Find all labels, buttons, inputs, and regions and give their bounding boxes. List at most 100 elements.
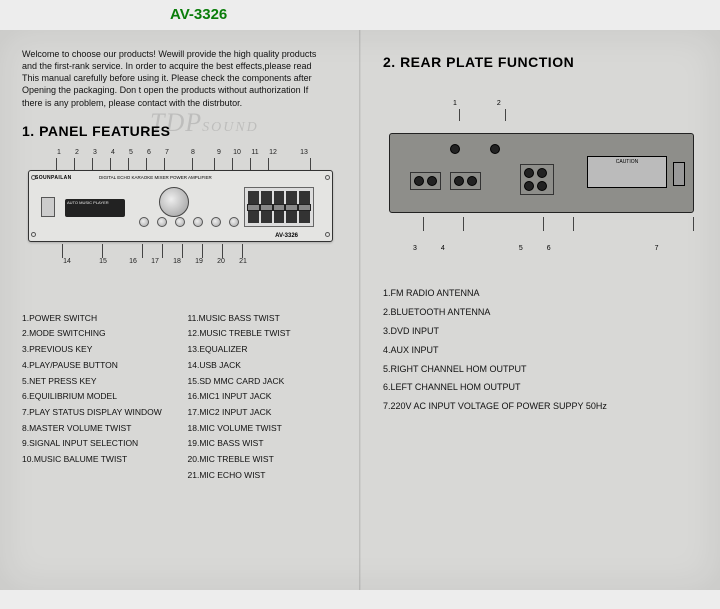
rear-feature-list: 1.FM RADIO ANTENNA 2.BLUETOOTH ANTENNA 3…: [383, 284, 700, 416]
feature-item: 10.MUSIC BALUME TWIST: [22, 452, 174, 468]
feature-item: 7.PLAY STATUS DISPLAY WINDOW: [22, 405, 174, 421]
feature-item: 8.MASTER VOLUME TWIST: [22, 421, 174, 437]
rear-top-numbers: 1 2: [383, 100, 700, 107]
num: 10: [230, 149, 244, 156]
num: 1: [453, 100, 457, 107]
caution-label: CAUTION: [587, 156, 667, 188]
feature-item: 15.SD MMC CARD JACK: [188, 374, 340, 390]
feature-item: 7.220V AC INPUT VOLTAGE OF POWER SUPPY 5…: [383, 397, 700, 416]
power-switch-icon: [41, 197, 55, 217]
feature-item: 18.MIC VOLUME TWIST: [188, 421, 340, 437]
feature-item: 6.EQUILIBRIUM MODEL: [22, 389, 174, 405]
num: 5: [519, 245, 523, 252]
master-volume-knob-icon: [159, 187, 189, 217]
feature-item: 5.NET PRESS KEY: [22, 374, 174, 390]
feature-item: 19.MIC BASS WIST: [188, 436, 340, 452]
model-header: AV-3326: [170, 6, 227, 23]
num: 11: [248, 149, 262, 156]
screw-icon: [325, 232, 330, 237]
rear-leaders-top: [413, 109, 700, 121]
feature-item: 12.MUSIC TREBLE TWIST: [188, 326, 340, 342]
num: 3: [88, 149, 102, 156]
knob-icon: [175, 217, 185, 227]
section1-title: 1. PANEL FEATURES: [22, 123, 339, 139]
screw-icon: [325, 175, 330, 180]
knob-icon: [211, 217, 221, 227]
knob-icon: [229, 217, 239, 227]
num: 18: [168, 258, 186, 265]
ac-input-icon: [673, 162, 685, 186]
display-window-icon: AUTO MUSIC PLAYER: [65, 199, 125, 217]
section2-title: 2. REAR PLATE FUNCTION: [383, 54, 700, 70]
front-top-numbers: 1 2 3 4 5 6 7 8 9 10 11 12 13: [22, 149, 339, 156]
device-subtitle: DIGITAL ECHO KARAOKE MIXER POWER AMPLIFI…: [99, 175, 212, 180]
feature-item: 20.MIC TREBLE WIST: [188, 452, 340, 468]
front-panel-illustration: SOUNPAILAN DIGITAL ECHO KARAOKE MIXER PO…: [28, 170, 333, 242]
num: 14: [52, 258, 82, 265]
num: 1: [52, 149, 66, 156]
knob-icon: [193, 217, 203, 227]
brand-label: SOUNPAILAN: [35, 175, 72, 181]
rca-group-icon: [450, 172, 481, 190]
num: 12: [266, 149, 280, 156]
screw-icon: [31, 232, 36, 237]
num: 19: [190, 258, 208, 265]
front-leaders-bottom: [52, 244, 339, 258]
feature-item: 3.DVD INPUT: [383, 322, 700, 341]
rca-group-icon: [410, 172, 441, 190]
num: 4: [441, 245, 445, 252]
antenna-jack-icon: [490, 144, 500, 154]
num: 6: [547, 245, 551, 252]
num: 2: [70, 149, 84, 156]
feature-list: 1.POWER SWITCH 2.MODE SWITCHING 3.PREVIO…: [22, 311, 339, 484]
front-leaders-top: [52, 158, 339, 170]
rear-leaders-bottom: [413, 217, 700, 231]
feature-item: 4.PLAY/PAUSE BUTTON: [22, 358, 174, 374]
num: 6: [142, 149, 156, 156]
num: 7: [160, 149, 174, 156]
feature-item: 9.SIGNAL INPUT SELECTION: [22, 436, 174, 452]
feature-item: 1.FM RADIO ANTENNA: [383, 284, 700, 303]
speaker-terminal-icon: [520, 164, 554, 195]
num: 5: [124, 149, 138, 156]
num: 2: [497, 100, 501, 107]
num: 9: [212, 149, 226, 156]
num: 13: [284, 149, 324, 156]
front-diagram: 1 2 3 4 5 6 7 8 9 10 11 12 13: [22, 149, 339, 299]
intro-text: Welcome to choose our products! Wewill p…: [22, 48, 322, 109]
feature-item: 3.PREVIOUS KEY: [22, 342, 174, 358]
num: 3: [413, 245, 417, 252]
page-left: TDPSOUND Welcome to choose our products!…: [0, 30, 359, 590]
num: 4: [106, 149, 120, 156]
front-bottom-numbers: 14 15 16 17 18 19 20 21: [22, 258, 339, 265]
num: 16: [124, 258, 142, 265]
feature-item: 11.MUSIC BASS TWIST: [188, 311, 340, 327]
feature-item: 14.USB JACK: [188, 358, 340, 374]
num: 17: [146, 258, 164, 265]
rear-diagram: 1 2 CAUTION: [383, 100, 700, 270]
rear-panel-illustration: CAUTION: [389, 133, 694, 213]
num: 8: [178, 149, 208, 156]
manual-paper: TDPSOUND Welcome to choose our products!…: [0, 30, 720, 590]
feature-item: 1.POWER SWITCH: [22, 311, 174, 327]
knob-icon: [157, 217, 167, 227]
feature-item: 17.MIC2 INPUT JACK: [188, 405, 340, 421]
equalizer-icon: [244, 187, 314, 227]
page-right: 2. REAR PLATE FUNCTION 1 2: [361, 30, 720, 590]
feature-col-right: 11.MUSIC BASS TWIST 12.MUSIC TREBLE TWIS…: [188, 311, 340, 484]
num: 7: [655, 245, 659, 252]
num: 20: [212, 258, 230, 265]
feature-item: 13.EQUALIZER: [188, 342, 340, 358]
num: 15: [86, 258, 120, 265]
feature-item: 4.AUX INPUT: [383, 341, 700, 360]
feature-item: 2.BLUETOOTH ANTENNA: [383, 303, 700, 322]
feature-item: 6.LEFT CHANNEL HOM OUTPUT: [383, 378, 700, 397]
feature-col-left: 1.POWER SWITCH 2.MODE SWITCHING 3.PREVIO…: [22, 311, 174, 484]
rear-bottom-numbers: 3 4 5 6 7: [383, 245, 700, 252]
feature-item: 5.RIGHT CHANNEL HOM OUTPUT: [383, 360, 700, 379]
antenna-jack-icon: [450, 144, 460, 154]
feature-item: 16.MIC1 INPUT JACK: [188, 389, 340, 405]
feature-item: 2.MODE SWITCHING: [22, 326, 174, 342]
num: 21: [234, 258, 252, 265]
model-label: AV-3326: [275, 233, 298, 239]
